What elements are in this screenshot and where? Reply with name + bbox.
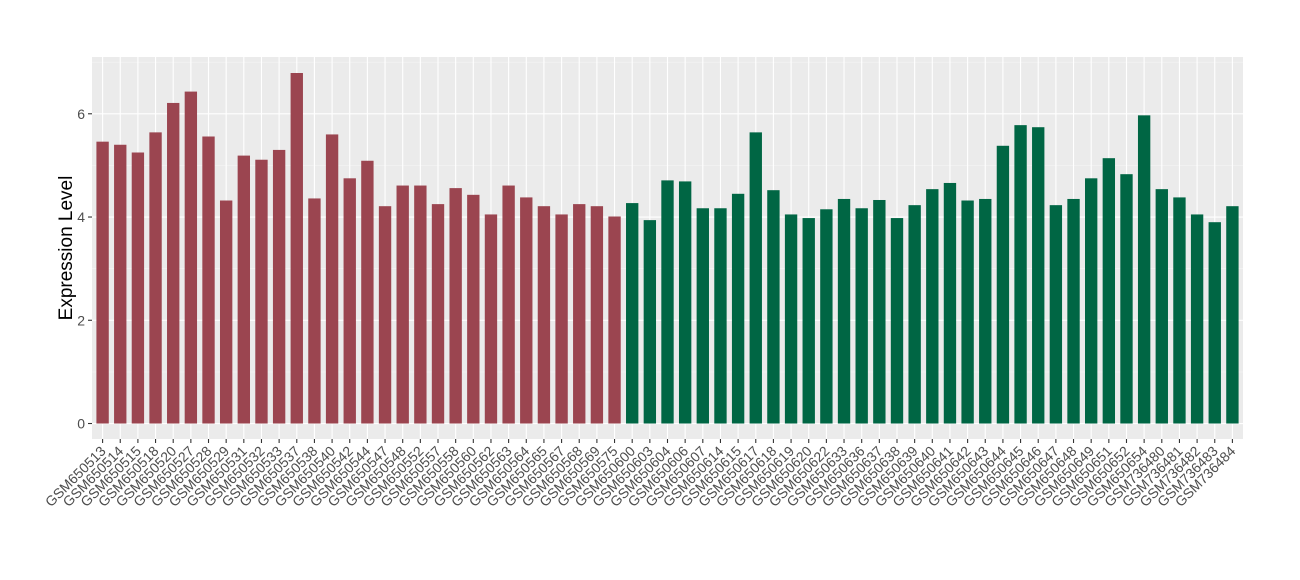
bar-GSM650636 bbox=[855, 208, 868, 424]
bar-GSM650620 bbox=[802, 218, 815, 424]
bar-GSM650647 bbox=[1049, 205, 1063, 424]
bar-GSM650615 bbox=[731, 193, 745, 424]
bar-GSM650604 bbox=[661, 180, 674, 424]
bar-GSM650614 bbox=[714, 208, 727, 424]
bar-GSM650651 bbox=[1102, 158, 1116, 424]
bar-GSM650569 bbox=[590, 206, 604, 424]
bar-GSM650607 bbox=[696, 208, 709, 424]
bar-GSM650648 bbox=[1067, 198, 1080, 424]
bar-GSM650639 bbox=[908, 205, 921, 424]
bar-GSM650654 bbox=[1137, 115, 1151, 424]
bar-GSM736482 bbox=[1190, 214, 1204, 424]
bar-GSM650641 bbox=[943, 182, 957, 424]
bar-GSM650633 bbox=[837, 198, 851, 424]
bar-GSM650618 bbox=[767, 190, 780, 424]
bar-GSM650558 bbox=[449, 188, 462, 424]
bar-GSM650542 bbox=[343, 178, 356, 424]
bar-GSM650538 bbox=[308, 198, 321, 424]
bar-GSM650520 bbox=[167, 102, 180, 424]
bar-GSM650645 bbox=[1014, 125, 1027, 424]
bar-GSM650515 bbox=[131, 152, 145, 424]
bar-GSM650565 bbox=[537, 206, 551, 424]
bar-GSM650528 bbox=[202, 136, 215, 424]
bar-GSM650563 bbox=[502, 185, 515, 424]
bar-GSM650600 bbox=[626, 203, 639, 424]
bar-GSM650637 bbox=[873, 199, 886, 424]
bar-GSM736481 bbox=[1173, 197, 1186, 424]
bar-GSM650568 bbox=[573, 204, 586, 424]
bar-GSM650527 bbox=[184, 91, 198, 424]
y-tick-label: 4 bbox=[77, 209, 85, 225]
bar-GSM736484 bbox=[1226, 206, 1239, 424]
bar-GSM650557 bbox=[431, 204, 445, 424]
bar-GSM736483 bbox=[1208, 222, 1221, 424]
y-tick-label: 6 bbox=[77, 106, 85, 122]
bar-GSM650562 bbox=[484, 214, 498, 424]
bar-GSM650532 bbox=[255, 159, 268, 424]
bar-GSM650617 bbox=[749, 132, 762, 424]
bars bbox=[96, 73, 1239, 424]
bar-GSM650640 bbox=[926, 189, 939, 424]
x-axis: GSM650513GSM650514GSM650515GSM650518GSM6… bbox=[42, 439, 1239, 510]
bar-GSM736480 bbox=[1155, 189, 1168, 424]
bar-GSM650529 bbox=[219, 200, 233, 424]
bar-GSM650644 bbox=[996, 145, 1010, 424]
bar-GSM650642 bbox=[961, 200, 974, 424]
bar-GSM650514 bbox=[114, 144, 127, 424]
bar-GSM650537 bbox=[290, 73, 303, 424]
bar-GSM650652 bbox=[1120, 174, 1133, 424]
y-tick-label: 2 bbox=[77, 312, 85, 328]
bar-GSM650518 bbox=[149, 132, 162, 424]
bar-GSM650643 bbox=[979, 198, 992, 424]
bar-GSM650552 bbox=[414, 185, 427, 424]
bar-GSM650603 bbox=[643, 220, 657, 424]
y-axis: 0 2 4 6 bbox=[77, 106, 92, 432]
bar-GSM650531 bbox=[237, 155, 250, 424]
bar-GSM650540 bbox=[325, 134, 339, 424]
bar-GSM650646 bbox=[1032, 127, 1045, 424]
bar-GSM650649 bbox=[1085, 178, 1098, 424]
bar-GSM650547 bbox=[378, 206, 392, 424]
bar-GSM650533 bbox=[272, 149, 286, 424]
bar-GSM650638 bbox=[890, 218, 904, 424]
y-tick-label: 0 bbox=[77, 416, 85, 432]
y-axis-title: Expression Level bbox=[56, 176, 77, 321]
bar-GSM650560 bbox=[467, 194, 480, 424]
bar-GSM650567 bbox=[555, 214, 568, 424]
bar-GSM650513 bbox=[96, 141, 109, 424]
bar-GSM650544 bbox=[361, 160, 374, 424]
bar-GSM650575 bbox=[608, 216, 621, 424]
bar-GSM650606 bbox=[678, 181, 692, 424]
bar-GSM650564 bbox=[520, 197, 533, 424]
bar-GSM650619 bbox=[784, 214, 798, 424]
bar-GSM650548 bbox=[396, 185, 409, 424]
bar-GSM650622 bbox=[820, 209, 833, 424]
